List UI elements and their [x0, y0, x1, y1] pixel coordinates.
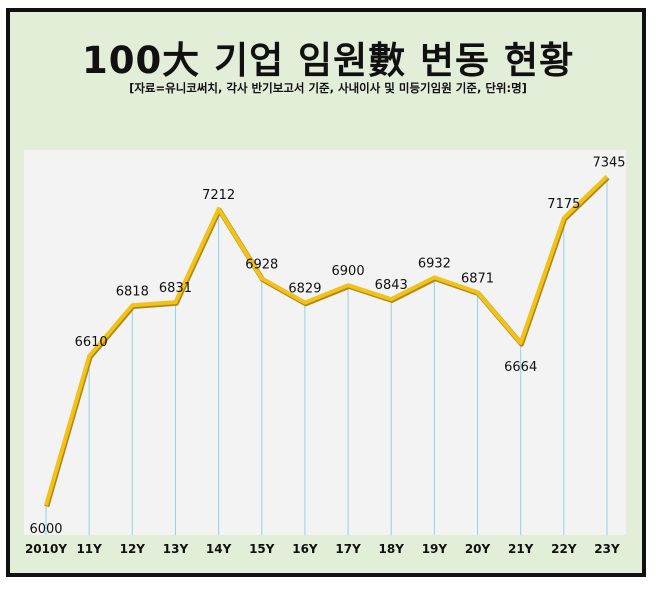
x-tick-label-12Y: 12Y: [120, 542, 146, 556]
value-label-12Y: 6818: [116, 284, 149, 299]
x-tick-label-14Y: 14Y: [206, 542, 232, 556]
x-tick-label-23Y: 23Y: [594, 542, 620, 556]
value-label-13Y: 6831: [159, 281, 192, 296]
value-label-15Y: 6928: [245, 257, 278, 272]
series-line-path: [44, 174, 609, 506]
x-tick-label-20Y: 20Y: [465, 542, 491, 556]
chart-subtitle: [자료=유니코써치, 각사 반기보고서 기준, 사내이사 및 미등기임원 기준,…: [129, 81, 527, 95]
x-tick-label-2010Y: 2010Y: [25, 542, 67, 556]
x-tick-label-22Y: 22Y: [551, 542, 577, 556]
x-axis-labels: 2010Y 11Y 12Y 13Y 14Y 15Y 16Y 17Y 18Y 19Y 20Y 21Y 22…: [25, 542, 620, 556]
x-tick-label-16Y: 16Y: [292, 542, 318, 556]
x-tick-label-21Y: 21Y: [508, 542, 534, 556]
x-tick-label-13Y: 13Y: [163, 542, 189, 556]
value-labels: 6000 6610 6818 6831 7212 6928 6829 6900 6843 6932…: [29, 155, 625, 537]
value-label-20Y: 6871: [461, 271, 494, 286]
x-tick-label-15Y: 15Y: [249, 542, 275, 556]
chart-title: 100大 기업 임원數 변동 현황: [81, 39, 575, 82]
x-tick-label-19Y: 19Y: [422, 542, 448, 556]
value-label-16Y: 6829: [288, 282, 321, 297]
x-tick-label-18Y: 18Y: [379, 542, 405, 556]
plot-area: [24, 150, 626, 535]
value-label-19Y: 6932: [418, 256, 451, 271]
x-tick-label-17Y: 17Y: [335, 542, 361, 556]
series-line: [44, 174, 610, 508]
x-tick-label-11Y: 11Y: [76, 542, 102, 556]
value-label-23Y: 7345: [592, 155, 625, 170]
value-label-14Y: 7212: [202, 188, 235, 203]
value-label-17Y: 6900: [332, 264, 365, 279]
value-label-11Y: 6610: [75, 335, 108, 350]
value-label-18Y: 6843: [375, 278, 408, 293]
value-label-2010Y: 6000: [29, 522, 62, 537]
value-label-22Y: 7175: [547, 197, 580, 212]
drop-lines: [45, 176, 608, 535]
value-label-21Y: 6664: [504, 360, 537, 375]
